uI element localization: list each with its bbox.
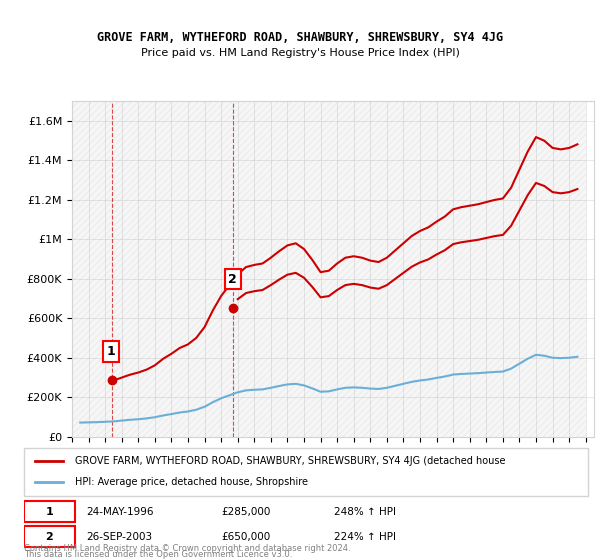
Text: 1: 1 xyxy=(46,506,53,516)
Text: 224% ↑ HPI: 224% ↑ HPI xyxy=(334,531,396,542)
Text: 2: 2 xyxy=(228,273,237,286)
FancyBboxPatch shape xyxy=(24,526,75,547)
Text: HPI: Average price, detached house, Shropshire: HPI: Average price, detached house, Shro… xyxy=(75,477,308,487)
Text: 26-SEP-2003: 26-SEP-2003 xyxy=(86,531,152,542)
Text: Contains HM Land Registry data © Crown copyright and database right 2024.: Contains HM Land Registry data © Crown c… xyxy=(24,544,350,553)
Text: 2: 2 xyxy=(46,531,53,542)
Text: 248% ↑ HPI: 248% ↑ HPI xyxy=(334,506,396,516)
FancyBboxPatch shape xyxy=(24,448,588,496)
Text: Price paid vs. HM Land Registry's House Price Index (HPI): Price paid vs. HM Land Registry's House … xyxy=(140,48,460,58)
Text: £285,000: £285,000 xyxy=(221,506,271,516)
Text: 24-MAY-1996: 24-MAY-1996 xyxy=(86,506,154,516)
FancyBboxPatch shape xyxy=(24,501,75,522)
Text: £650,000: £650,000 xyxy=(221,531,271,542)
Text: GROVE FARM, WYTHEFORD ROAD, SHAWBURY, SHREWSBURY, SY4 4JG: GROVE FARM, WYTHEFORD ROAD, SHAWBURY, SH… xyxy=(97,31,503,44)
Text: GROVE FARM, WYTHEFORD ROAD, SHAWBURY, SHREWSBURY, SY4 4JG (detached house: GROVE FARM, WYTHEFORD ROAD, SHAWBURY, SH… xyxy=(75,456,505,466)
Text: 1: 1 xyxy=(107,345,116,358)
Text: This data is licensed under the Open Government Licence v3.0.: This data is licensed under the Open Gov… xyxy=(24,550,292,559)
